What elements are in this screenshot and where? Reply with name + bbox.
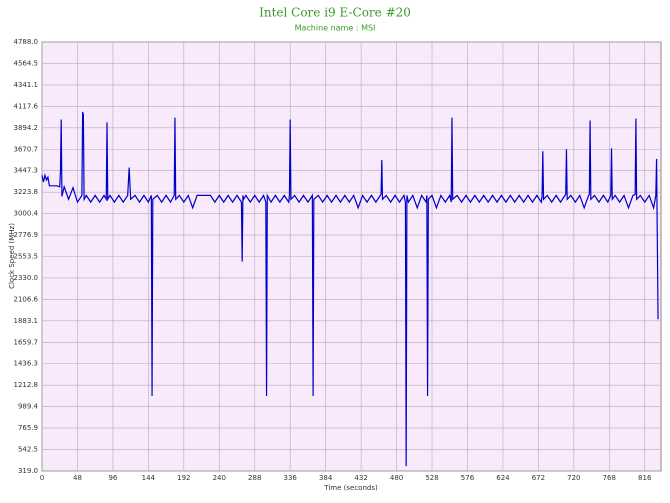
y-tick-label: 542.5 (18, 446, 38, 454)
chart-subtitle: Machine name : MSI (295, 24, 376, 33)
y-tick-label: 1883.1 (14, 317, 39, 325)
x-tick-label: 48 (73, 474, 82, 482)
y-tick-label: 2776.9 (14, 231, 39, 239)
y-tick-label: 4117.6 (14, 102, 39, 110)
x-tick-label: 816 (638, 474, 652, 482)
chart-title: Intel Core i9 E-Core #20 (259, 6, 411, 20)
y-tick-label: 3447.3 (14, 167, 39, 175)
y-tick-label: 4788.0 (14, 38, 39, 46)
x-tick-label: 0 (40, 474, 44, 482)
y-tick-label: 765.9 (18, 424, 38, 432)
x-tick-label: 144 (142, 474, 156, 482)
x-tick-label: 528 (425, 474, 438, 482)
y-axis-title: Clock Speed (MHz) (8, 223, 16, 289)
x-tick-label: 768 (603, 474, 616, 482)
y-tick-label: 4341.1 (14, 81, 39, 89)
x-tick-label: 288 (248, 474, 261, 482)
y-tick-label: 3894.2 (14, 124, 39, 132)
x-tick-label: 672 (532, 474, 545, 482)
y-tick-label: 3670.7 (14, 145, 39, 153)
y-tick-label: 2106.6 (14, 295, 39, 303)
x-tick-label: 96 (108, 474, 117, 482)
y-tick-label: 1212.8 (14, 381, 39, 389)
y-tick-label: 319.0 (18, 467, 38, 475)
y-tick-label: 4564.5 (14, 59, 39, 67)
y-tick-label: 3223.8 (14, 188, 39, 196)
x-tick-label: 624 (496, 474, 510, 482)
x-axis-title: Time (seconds) (323, 484, 378, 492)
x-tick-label: 384 (319, 474, 333, 482)
y-tick-label: 2553.5 (14, 253, 39, 261)
y-tick-label: 1436.3 (14, 360, 39, 368)
x-tick-label: 240 (213, 474, 226, 482)
x-tick-label: 576 (461, 474, 475, 482)
x-tick-label: 336 (284, 474, 298, 482)
x-tick-label: 480 (390, 474, 403, 482)
x-tick-label: 192 (177, 474, 190, 482)
y-tick-label: 2330.0 (14, 274, 39, 282)
y-tick-label: 989.4 (18, 403, 39, 411)
x-tick-label: 720 (567, 474, 580, 482)
y-tick-label: 1659.7 (14, 338, 39, 346)
x-tick-label: 432 (354, 474, 367, 482)
y-tick-label: 3000.4 (14, 210, 39, 218)
data-line (41, 111, 659, 467)
